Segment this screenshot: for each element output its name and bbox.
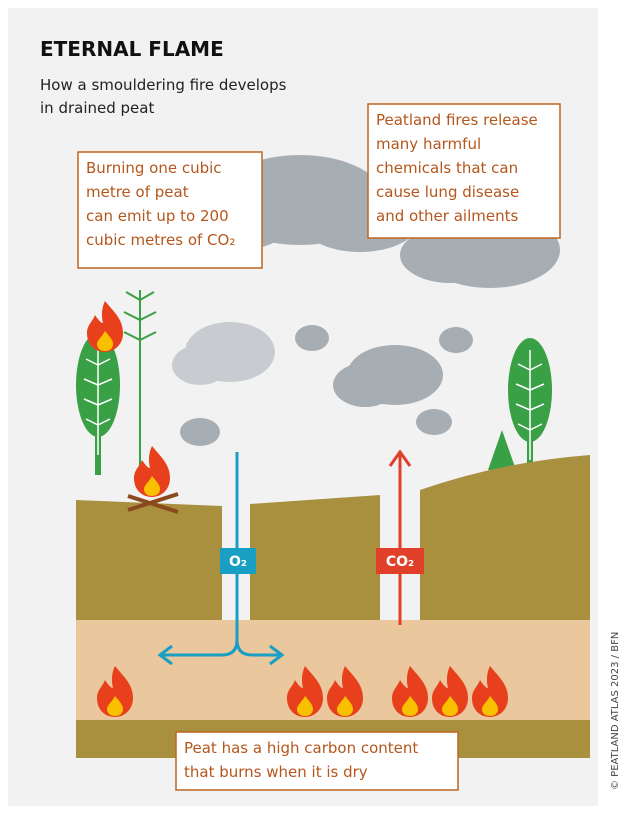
callout-text: cause lung disease [376, 183, 519, 201]
callout-text: and other ailments [376, 207, 518, 225]
trees [75, 290, 553, 481]
co2-arrow [388, 449, 412, 625]
title: ETERNAL FLAME [40, 37, 224, 61]
subtitle: How a smouldering fire develops [40, 76, 287, 94]
co2-label: CO₂ [386, 554, 414, 570]
light-clouds [172, 322, 275, 385]
credit: © PEATLAND ATLAS 2023 / BFN [610, 632, 621, 790]
callout-box [175, 731, 459, 791]
callout-text: Peat has a high carbon content [184, 739, 418, 757]
callout-box [367, 103, 561, 239]
callout-text: Burning one cubic [86, 159, 222, 177]
o2-label: O₂ [229, 554, 247, 570]
callout-text: Peatland fires release [376, 111, 538, 129]
callout-box [77, 151, 263, 269]
callout-text: metre of peat [86, 183, 189, 201]
callout-text: that burns when it is dry [184, 763, 368, 781]
callout-text: can emit up to 200 [86, 207, 229, 225]
topsoil [76, 455, 590, 620]
callout-text: chemicals that can [376, 159, 518, 177]
fires [87, 301, 508, 717]
o2-label-box [220, 548, 256, 574]
oxygen-arrow [157, 452, 285, 666]
callout-text: many harmful [376, 135, 481, 153]
callout-text: cubic metres of CO₂ [86, 231, 235, 249]
co2-label-box [376, 548, 424, 574]
subtitle: in drained peat [40, 99, 154, 117]
